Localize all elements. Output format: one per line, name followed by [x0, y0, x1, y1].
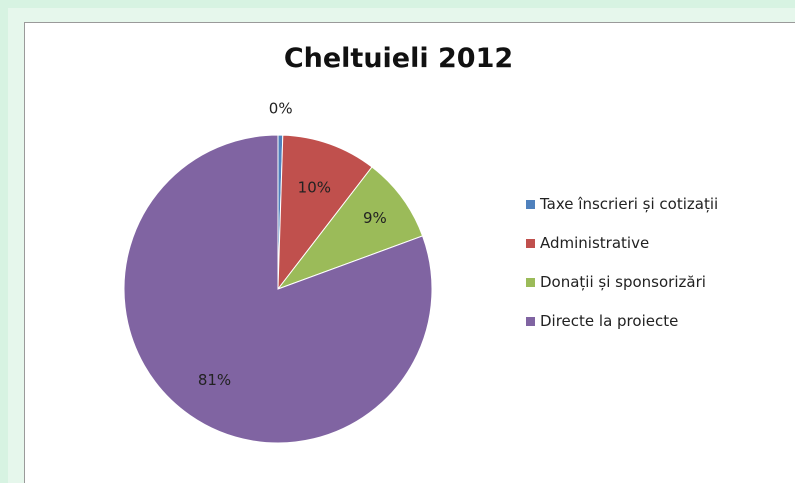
legend-swatch [526, 316, 535, 326]
pie-data-label-1: 0% [269, 100, 293, 118]
pie-slice-2 [277, 134, 373, 291]
pie-data-label-3: 9% [363, 209, 387, 227]
legend-label: Directe la proiecte [540, 312, 679, 330]
legend-swatch [526, 199, 535, 209]
legend-swatch [526, 277, 535, 287]
pie-slice-3 [276, 166, 424, 291]
legend-item-3: Donații și sponsorizări [526, 272, 718, 292]
legend-item-4: Directe la proiecte [526, 311, 718, 331]
chart-title: Cheltuieli 2012 [283, 43, 514, 74]
chart-legend: Taxe înscrieri și cotizații Administrativ… [526, 194, 718, 350]
legend-item-1: Taxe înscrieri și cotizații [526, 194, 718, 214]
pie-slice-4 [123, 134, 433, 444]
legend-label: Taxe înscrieri și cotizații [540, 195, 719, 213]
legend-item-2: Administrative [526, 233, 718, 253]
pie-data-label-4: 81% [198, 371, 231, 389]
legend-label: Administrative [540, 234, 650, 252]
pie-data-label-2: 10% [298, 179, 331, 197]
legend-label: Donații și sponsorizări [540, 273, 706, 291]
legend-swatch [526, 238, 535, 248]
